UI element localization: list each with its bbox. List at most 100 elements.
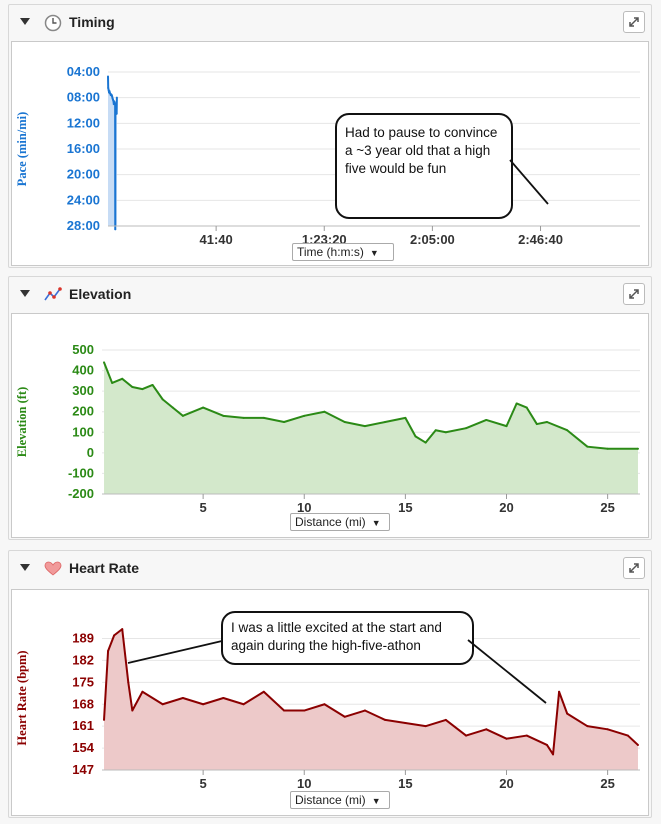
data-point — [545, 743, 548, 746]
data-point — [222, 414, 225, 417]
heart-rate-annotation: I was a little excited at the start and … — [221, 611, 474, 665]
timing-panel-header[interactable]: Timing — [9, 5, 651, 41]
data-point — [103, 718, 106, 721]
data-point — [115, 105, 118, 108]
panel-title: Elevation — [69, 286, 132, 302]
data-point — [465, 734, 468, 737]
data-point — [515, 402, 518, 405]
data-point — [404, 416, 407, 419]
data-point — [303, 414, 306, 417]
data-point — [161, 703, 164, 706]
expand-icon[interactable] — [623, 557, 645, 579]
data-point — [525, 734, 528, 737]
y-axis-label: Heart Rate (bpm) — [15, 650, 29, 745]
y-tick-label: 154 — [72, 740, 94, 755]
y-tick-label: 24:00 — [67, 192, 100, 207]
x-axis-unit-select[interactable]: Time (h:m:s) ▼ — [292, 243, 394, 261]
y-tick-label: 200 — [72, 404, 94, 419]
data-point — [131, 386, 134, 389]
x-tick-label: 25 — [600, 500, 614, 515]
y-tick-label: 08:00 — [67, 90, 100, 105]
data-point — [242, 703, 245, 706]
collapse-triangle-icon[interactable] — [20, 290, 30, 297]
data-point — [444, 431, 447, 434]
data-point — [323, 703, 326, 706]
x-tick-label: 15 — [398, 776, 412, 791]
dropdown-arrow-icon: ▼ — [369, 248, 379, 258]
data-point — [108, 90, 111, 93]
data-point — [444, 718, 447, 721]
data-point — [181, 414, 184, 417]
data-point — [262, 416, 265, 419]
data-point — [242, 416, 245, 419]
data-point — [107, 87, 110, 90]
data-point — [115, 96, 118, 99]
y-tick-label: 12:00 — [67, 115, 100, 130]
data-point — [151, 383, 154, 386]
data-point — [343, 421, 346, 423]
data-point — [566, 712, 569, 715]
dropdown-arrow-icon: ▼ — [371, 796, 381, 806]
data-point — [111, 95, 114, 98]
y-tick-label: 16:00 — [67, 141, 100, 156]
x-axis-unit-value: Time (h:m:s) — [297, 245, 364, 259]
x-axis-unit-select[interactable]: Distance (mi) ▼ — [290, 791, 390, 809]
panel-title: Heart Rate — [69, 560, 140, 576]
y-tick-label: 189 — [72, 631, 94, 646]
data-point — [558, 690, 561, 693]
data-point — [404, 722, 407, 725]
data-point — [363, 425, 366, 428]
data-point — [121, 628, 124, 631]
data-point — [552, 753, 555, 756]
data-point — [121, 377, 124, 380]
data-point — [485, 728, 488, 731]
x-axis-unit-select[interactable]: Distance (mi) ▼ — [290, 513, 390, 531]
data-point — [343, 715, 346, 718]
y-tick-label: 400 — [72, 363, 94, 378]
y-tick-label: -200 — [68, 486, 94, 501]
timing-panel: Timing 04:00 08:00 12:00 16:00 20:00 24:00 28:… — [8, 4, 652, 268]
data-point — [107, 75, 109, 78]
data-point — [202, 703, 205, 706]
heart_rate-area — [104, 629, 638, 770]
x-tick-label: 5 — [200, 776, 207, 791]
data-point — [626, 734, 629, 737]
heart-rate-annotation-text: I was a little excited at the start and … — [231, 620, 442, 653]
elevation-panel-header[interactable]: Elevation — [9, 277, 651, 313]
y-axis-label: Elevation (ft) — [15, 387, 29, 457]
heart-rate-chart: 189 182 175 168 161 154 147 5 10 15 20 25 Heart Rate… — [15, 628, 640, 791]
x-tick-label: 25 — [600, 776, 614, 791]
heart-icon — [44, 561, 62, 576]
data-point — [465, 427, 468, 430]
collapse-triangle-icon[interactable] — [20, 564, 30, 571]
data-point — [525, 406, 528, 409]
data-point — [636, 743, 639, 746]
data-point — [636, 447, 639, 450]
data-point — [141, 388, 144, 391]
x-tick-label: 2:46:40 — [518, 232, 563, 247]
heart-rate-panel-header[interactable]: Heart Rate — [9, 551, 651, 587]
x-tick-label: 10 — [297, 500, 311, 515]
data-point — [202, 406, 205, 409]
data-point — [141, 690, 144, 693]
data-point — [113, 634, 116, 637]
elevation-chart-area: 500 400 300 200 100 0 -100 -200 5 10 15 20 25 Elevati… — [11, 313, 649, 538]
y-tick-label: 100 — [72, 424, 94, 439]
data-point — [414, 435, 417, 438]
data-point — [535, 423, 538, 426]
x-tick-label: 2:05:00 — [410, 232, 455, 247]
panel-title: Timing — [69, 14, 115, 30]
data-point — [161, 398, 164, 401]
collapse-triangle-icon[interactable] — [20, 18, 30, 25]
y-tick-label: 182 — [72, 652, 94, 667]
data-point — [505, 425, 508, 428]
data-point — [222, 697, 225, 699]
data-point — [283, 709, 286, 712]
y-tick-label: 20:00 — [67, 167, 100, 182]
expand-icon[interactable] — [623, 283, 645, 305]
data-point — [545, 421, 548, 423]
x-tick-label: 20 — [499, 500, 513, 515]
expand-icon[interactable] — [623, 11, 645, 33]
data-point — [103, 361, 106, 364]
elevation-panel: Elevation 500 400 300 200 100 0 -100 -200 5 10 15 2… — [8, 276, 652, 540]
